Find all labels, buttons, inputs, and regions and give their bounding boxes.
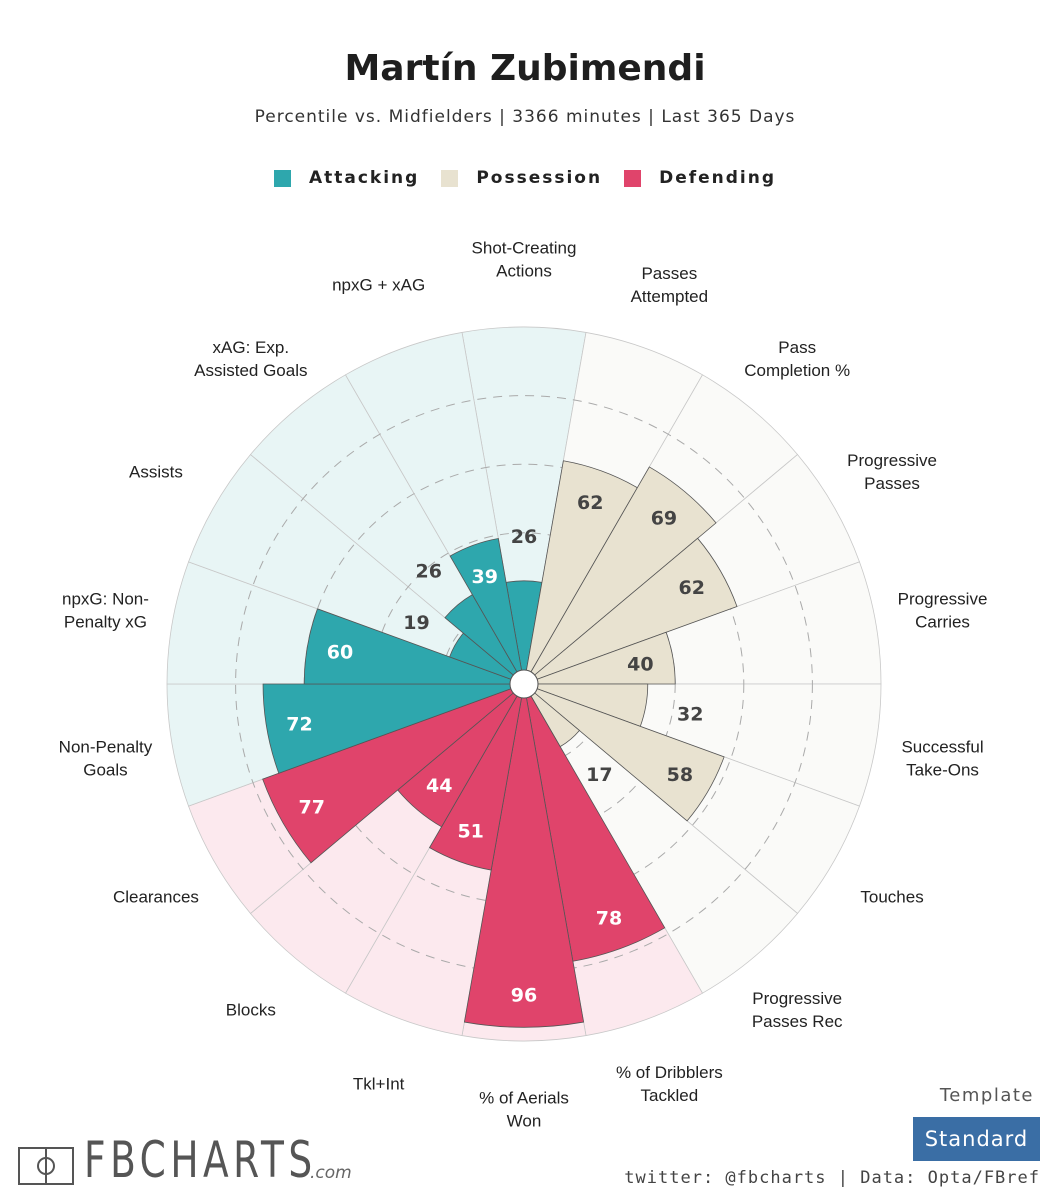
value-label: 51 <box>457 821 483 843</box>
category-label: Pass <box>778 338 816 357</box>
value-label: 17 <box>586 764 612 786</box>
value-label: 40 <box>627 653 653 675</box>
category-label: Progressive <box>752 989 842 1008</box>
template-label: Template <box>939 1085 1034 1106</box>
category-label: Won <box>507 1112 542 1131</box>
category-label: Progressive <box>847 451 937 470</box>
legend-label: Attacking <box>308 168 420 188</box>
logo-text: FBCHARTS <box>84 1131 317 1189</box>
value-label: 44 <box>426 775 452 797</box>
category-label: Passes Rec <box>752 1012 843 1031</box>
category-label: Assists <box>129 463 183 482</box>
category-label: Actions <box>496 262 552 281</box>
value-label: 69 <box>651 507 677 529</box>
category-label: xAG: Exp. <box>213 338 290 357</box>
fbcharts-logo: FBCHARTS .com <box>18 1135 352 1185</box>
legend-item-defending: Defending <box>624 168 776 188</box>
value-label: 19 <box>403 612 429 634</box>
legend-item-attacking: Attacking <box>273 168 420 188</box>
value-label: 26 <box>416 560 442 582</box>
category-label: Clearances <box>113 888 199 907</box>
category-label: Penalty xG <box>64 613 147 632</box>
value-label: 96 <box>511 984 537 1006</box>
pitch-icon <box>18 1147 74 1185</box>
value-label: 62 <box>577 492 603 514</box>
category-label: % of Dribblers <box>616 1063 723 1082</box>
center-hole <box>509 669 539 699</box>
category-label: Carries <box>915 613 970 632</box>
category-label: Passes <box>641 264 697 283</box>
legend-label: Possession <box>476 168 603 188</box>
chart-title: Martín Zubimendi <box>344 48 706 89</box>
category-label: Tackled <box>641 1086 699 1105</box>
logo-suffix: .com <box>310 1163 352 1183</box>
category-label: Goals <box>83 760 127 779</box>
category-label: Blocks <box>226 1001 276 1020</box>
value-label: 32 <box>677 703 703 725</box>
chart-subtitle: Percentile vs. Midfielders | 3366 minute… <box>254 107 796 127</box>
legend-label: Defending <box>659 168 777 188</box>
legend-swatch-attacking <box>273 169 291 187</box>
category-label: Attempted <box>631 287 709 306</box>
category-label: Touches <box>860 888 923 907</box>
template-badge: Standard <box>913 1117 1040 1161</box>
value-label: 62 <box>678 577 704 599</box>
category-label: Non-Penalty <box>59 737 153 756</box>
category-label: Take-Ons <box>906 760 979 779</box>
value-label: 58 <box>667 764 693 786</box>
category-label: % of Aerials <box>479 1089 569 1108</box>
value-label: 77 <box>299 797 325 819</box>
category-label: Passes <box>864 474 920 493</box>
value-label: 60 <box>327 642 353 664</box>
legend-swatch-defending <box>624 169 642 187</box>
category-label: npxG + xAG <box>332 276 425 295</box>
category-label: Tkl+Int <box>353 1074 405 1093</box>
legend: Attacking Possession Defending <box>0 168 1050 188</box>
category-label: Shot-Creating <box>472 239 577 258</box>
category-label: Progressive <box>898 590 988 609</box>
category-label: npxG: Non- <box>62 590 149 609</box>
credit-text: twitter: @fbcharts | Data: Opta/FBref <box>624 1168 1040 1188</box>
category-label: Completion % <box>744 361 850 380</box>
value-label: 26 <box>511 526 537 548</box>
legend-item-possession: Possession <box>441 168 602 188</box>
value-label: 39 <box>472 566 498 588</box>
value-label: 72 <box>286 714 312 736</box>
legend-swatch-possession <box>441 169 459 187</box>
value-label: 78 <box>596 908 622 930</box>
category-label: Successful <box>901 737 983 756</box>
category-label: Assisted Goals <box>194 361 307 380</box>
